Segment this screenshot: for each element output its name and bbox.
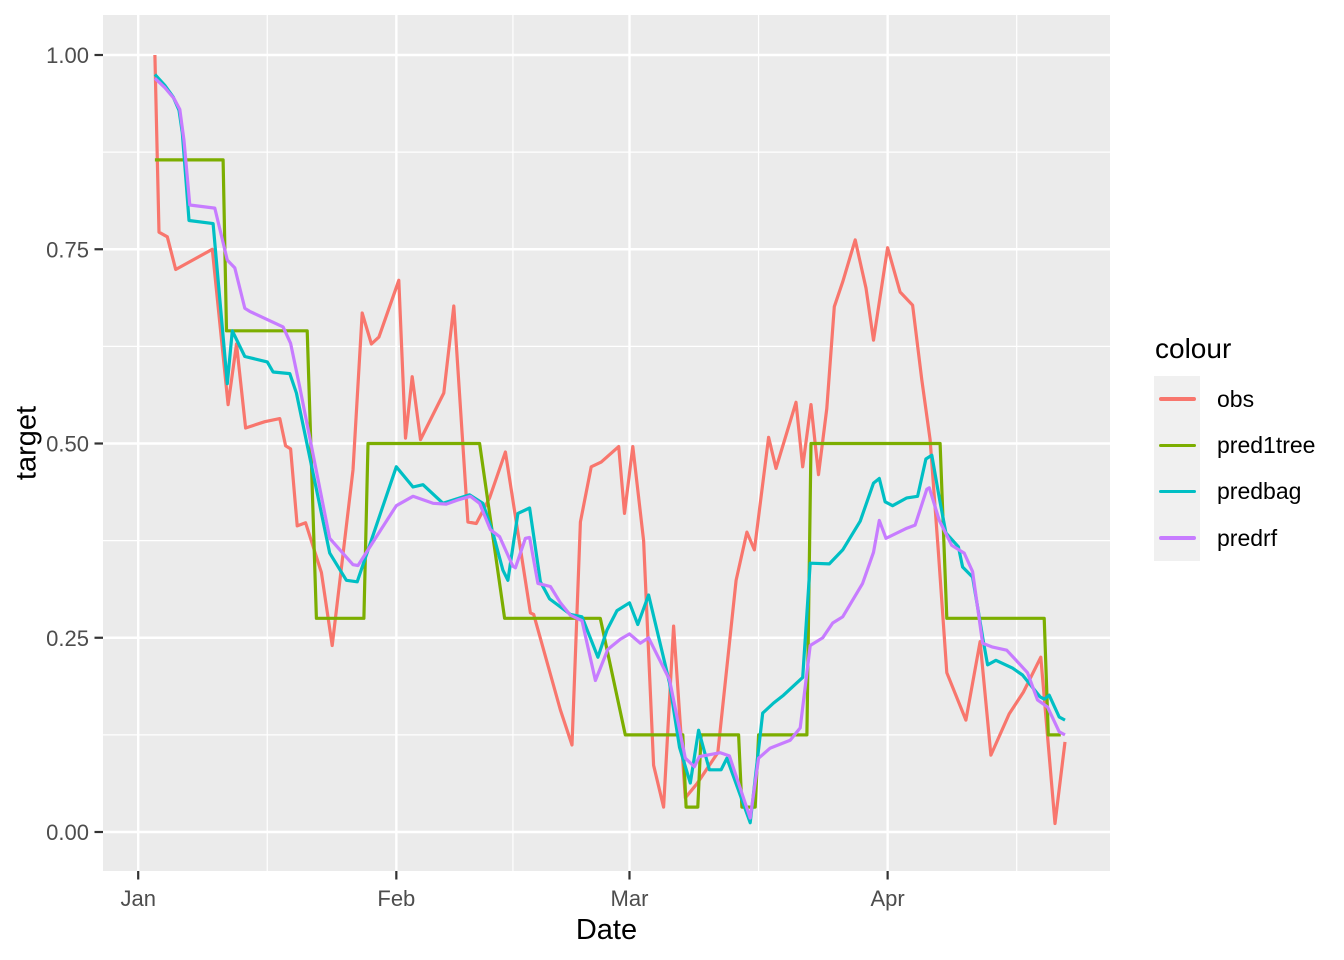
legend-item-obs: obs [1154, 376, 1315, 423]
legend-item-predbag: predbag [1154, 468, 1315, 515]
legend-key-line-icon [1158, 443, 1196, 448]
y-tick-label: 1.00 [46, 43, 89, 68]
y-axis-title: target [10, 405, 43, 481]
x-tick-label: Mar [611, 886, 649, 911]
legend-items: obs pred1tree predbag predrf [1154, 376, 1316, 562]
legend-title: colour [1155, 333, 1232, 364]
y-tick-label: 0.50 [46, 432, 89, 457]
legend: colour obs pred1tree predbag predrf [1154, 333, 1316, 562]
legend-key-predrf [1154, 514, 1200, 562]
x-axis-title: Date [575, 914, 638, 946]
legend-key-line-icon [1158, 536, 1196, 540]
legend-item-predrf: predrf [1154, 514, 1315, 562]
legend-label-pred1tree: pred1tree [1217, 431, 1316, 458]
x-tick-label: Feb [377, 886, 415, 911]
legend-key-predbag [1154, 468, 1200, 515]
legend-key-pred1tree [1154, 422, 1200, 469]
series-line-predrf [153, 77, 1066, 820]
y-tick-label: 0.00 [46, 820, 89, 845]
legend-key-line-icon [1158, 490, 1196, 494]
legend-label-obs: obs [1217, 385, 1255, 412]
y-tick-label: 0.25 [46, 626, 89, 651]
legend-label-predbag: predbag [1217, 478, 1302, 505]
legend-item-pred1tree: pred1tree [1154, 422, 1316, 469]
x-tick-label: Apr [871, 886, 905, 911]
y-tick-label: 0.75 [46, 237, 89, 262]
series-line-pred1tree [154, 158, 1061, 809]
legend-label-predrf: predrf [1217, 524, 1278, 551]
legend-key-line-icon [1158, 397, 1196, 401]
x-tick-label: Jan [120, 886, 155, 911]
legend-key-obs [1154, 376, 1200, 423]
series-line-obs [153, 54, 1067, 826]
